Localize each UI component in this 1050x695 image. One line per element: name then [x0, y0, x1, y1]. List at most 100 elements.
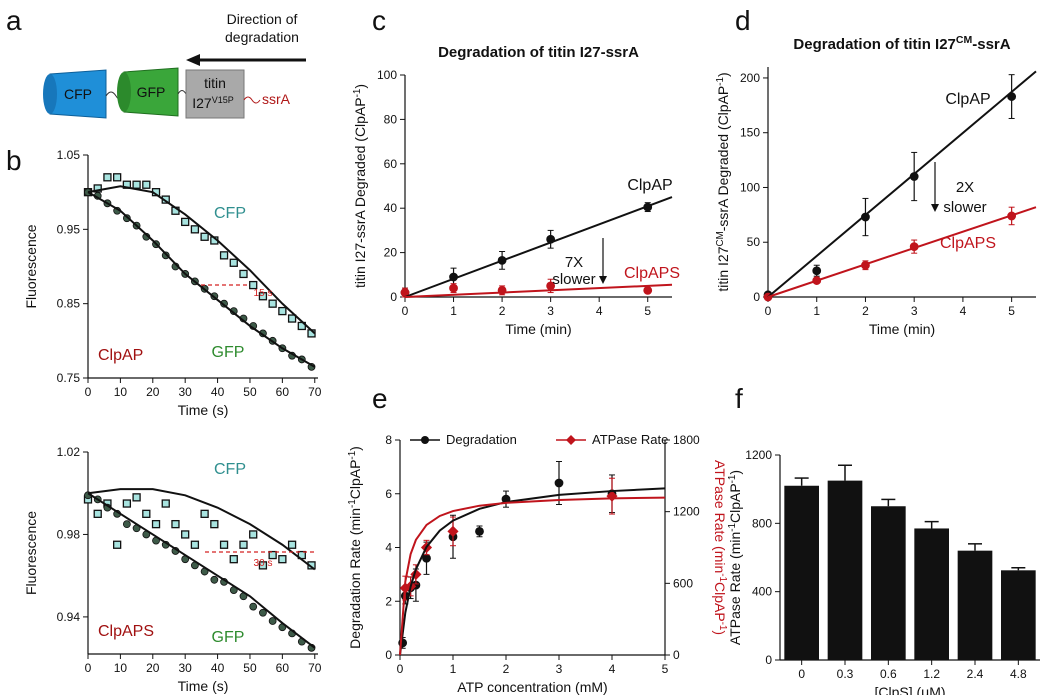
- x-tick-label: 10: [114, 385, 128, 399]
- panel-label: a: [6, 5, 22, 36]
- data-point: [103, 173, 112, 182]
- bar: [1001, 570, 1036, 660]
- x-tick-label: 70: [308, 385, 322, 399]
- y-tick-label: 40: [384, 201, 398, 215]
- y-axis-label: Fluorescence: [23, 511, 39, 595]
- fit-line: [404, 283, 673, 298]
- linker: [243, 96, 261, 104]
- data-point: [239, 269, 248, 279]
- data-point: [287, 540, 297, 549]
- x-tick-label: 0: [798, 667, 805, 681]
- data-point: [93, 509, 102, 518]
- error-bar: [968, 543, 982, 551]
- x-tick-label: 2: [503, 662, 510, 676]
- y-tick-label: 200: [740, 71, 760, 85]
- y-tick-label: 6: [385, 487, 392, 501]
- arrow-head: [931, 204, 939, 212]
- y-axis-label-part: ClpAP: [727, 483, 743, 523]
- data-point: [190, 225, 200, 234]
- annotation: 30 s: [254, 558, 273, 569]
- chart-title: Degradation of titin I27CM-ssrA: [793, 34, 1010, 53]
- y-axis-label-part: Degradation Rate (min: [347, 508, 363, 649]
- data-point: [200, 232, 209, 241]
- data-point: [268, 617, 277, 625]
- legend-label: ATPase Rate: [592, 432, 668, 447]
- x-tick-label: 3: [556, 662, 563, 676]
- y-tick-label: 150: [740, 126, 760, 140]
- x-tick-label: 60: [276, 385, 290, 399]
- y-axis-label: titin I27CM-ssrA Degraded (ClpAP-1): [715, 72, 732, 291]
- y-tick-label: 1.02: [57, 445, 81, 459]
- x-tick-label: 40: [211, 385, 225, 399]
- y2-tick-label: 600: [673, 576, 693, 590]
- series-label: ClpAP: [945, 91, 990, 108]
- y-tick-label: 400: [752, 585, 772, 599]
- x-tick-label: 1: [813, 304, 820, 318]
- data-point: [181, 530, 190, 539]
- data-point: [200, 509, 209, 518]
- fit-line: [767, 70, 1037, 298]
- x-tick-label: 1: [450, 662, 457, 676]
- x-tick-label: 10: [114, 661, 128, 675]
- x-tick-label: 0.6: [880, 667, 897, 681]
- series-label: ClpAPS: [624, 265, 680, 282]
- y-tick-label: 100: [740, 180, 760, 194]
- data-point: [239, 540, 248, 549]
- x-tick-label: 20: [146, 385, 160, 399]
- data-point: [554, 478, 564, 488]
- y-tick-label: 4: [385, 541, 392, 555]
- x-tick-label: 50: [243, 385, 257, 399]
- x-tick-label: 1: [450, 304, 457, 318]
- data-point: [812, 266, 822, 276]
- annotation: 15 s: [254, 288, 273, 299]
- data-point: [219, 251, 229, 260]
- data-point: [606, 490, 618, 502]
- y-tick-label: 0: [385, 648, 392, 662]
- x-tick-label: 60: [276, 661, 290, 675]
- data-point: [268, 550, 277, 560]
- y-tick-label: 0: [753, 290, 760, 304]
- chart-title-part: CM: [956, 34, 973, 46]
- x-tick-label: 4.8: [1010, 667, 1027, 681]
- panel-label: c: [372, 5, 386, 36]
- data-point: [249, 280, 258, 290]
- y2-axis-label-part: ): [712, 630, 728, 635]
- series-label: CFP: [214, 205, 246, 222]
- x-tick-label: 3: [911, 304, 918, 318]
- chart-title-part: -ssrA: [972, 36, 1011, 53]
- annotation: ClpAP: [98, 347, 143, 364]
- y-tick-label: 20: [384, 246, 398, 260]
- data-point: [122, 499, 132, 508]
- y-axis-label-part: -1: [347, 451, 358, 460]
- fit-line: [767, 206, 1037, 298]
- y-axis-label-part: -1: [715, 77, 726, 86]
- legend-marker: [566, 435, 576, 445]
- data-point: [475, 526, 484, 536]
- annotation: slower: [943, 199, 986, 216]
- bar: [827, 480, 863, 660]
- data-point: [229, 258, 238, 267]
- x-axis-label: ATP concentration (mM): [457, 679, 607, 695]
- x-tick-label: 0: [397, 662, 404, 676]
- y2-tick-label: 1800: [673, 433, 700, 447]
- x-tick-label: 70: [308, 661, 322, 675]
- series-label: CFP: [214, 461, 246, 478]
- bar: [784, 485, 819, 660]
- data-point: [447, 525, 459, 537]
- data-point: [449, 283, 458, 293]
- error-bar: [794, 477, 809, 486]
- y2-axis-label-part: ATPase Rate (min: [712, 460, 728, 573]
- data-point: [422, 553, 431, 563]
- error-bar: [924, 520, 939, 529]
- fit-line: [87, 492, 316, 649]
- data-point: [643, 285, 653, 295]
- domain-label: GFP: [137, 84, 166, 100]
- y-tick-label: 0: [390, 290, 397, 304]
- chart: 0.94 0.98 1.02 0 10 20 30 40 50 60 70 Time (s) Fluor…: [23, 445, 322, 694]
- y-tick-label: 0.95: [57, 222, 81, 236]
- titin-domain: [185, 69, 245, 119]
- data-point: [278, 555, 287, 564]
- y-axis-label-part: ClpAP: [347, 460, 363, 500]
- x-tick-label: 4: [596, 304, 603, 318]
- y-tick-label: 100: [377, 68, 397, 82]
